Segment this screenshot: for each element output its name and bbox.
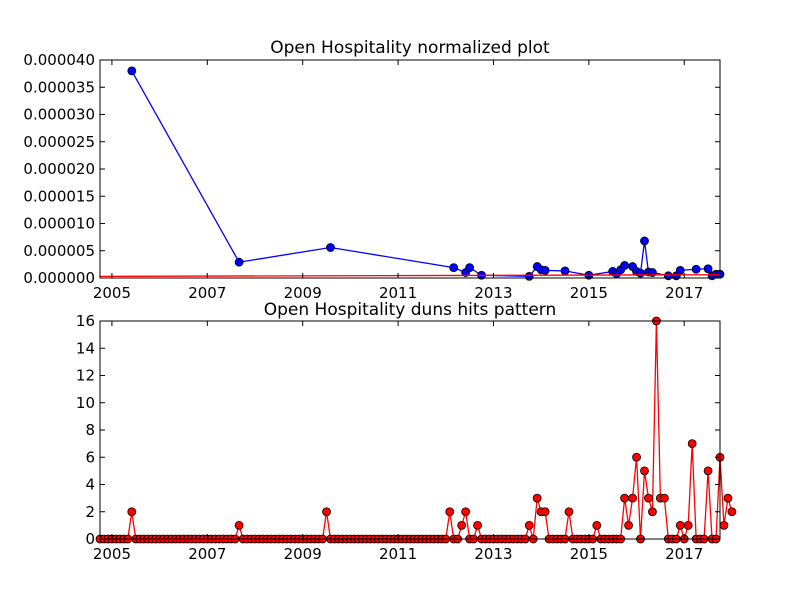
y-tick-label: 4 [85, 476, 95, 494]
x-tick-label: 2013 [474, 545, 512, 563]
data-point [675, 520, 685, 530]
y-tick-label: 0 [85, 530, 95, 548]
y-tick-label: 6 [85, 448, 95, 466]
y-tick-label: 16 [76, 312, 95, 330]
data-point [636, 268, 645, 278]
y-tick-label: 0.000000 [23, 269, 95, 287]
series-line [99, 274, 721, 278]
x-tick-label: 2011 [379, 284, 417, 302]
data-point [723, 493, 733, 503]
series-line [100, 320, 733, 542]
x-tick-label: 2015 [570, 545, 608, 563]
data-point [465, 263, 475, 273]
y-tick-label: 0.000025 [23, 133, 95, 151]
data-point [322, 507, 331, 517]
y-tick-label: 0.000030 [23, 106, 95, 124]
data-point [687, 439, 697, 449]
y-tick-label: 0.000035 [23, 78, 95, 96]
y-tick-label: 2 [85, 503, 95, 521]
chart-title: Open Hospitality normalized plot [270, 38, 550, 58]
y-tick-label: 8 [85, 421, 95, 439]
data-point [461, 507, 471, 517]
y-tick-label: 0.000040 [23, 51, 95, 69]
data-point [703, 264, 713, 274]
data-point [560, 266, 570, 276]
y-tick-label: 10 [76, 394, 95, 412]
data-point [564, 507, 574, 517]
data-point [127, 66, 137, 76]
data-point [727, 507, 737, 517]
normalized-plot: Open Hospitality normalized plot 2005 200… [23, 38, 725, 302]
data-point [524, 520, 534, 530]
data-point [532, 493, 542, 503]
data-point [592, 520, 602, 530]
y-tick-label: 0.000005 [23, 242, 95, 260]
data-point [659, 493, 669, 503]
x-tick-label: 2009 [284, 545, 322, 563]
y-tick-label: 0.000020 [23, 160, 95, 178]
data-point [234, 520, 244, 530]
x-tick-label: 2009 [284, 284, 322, 302]
x-tick-label: 2005 [93, 545, 131, 563]
data-point [644, 493, 653, 503]
y-tick-label: 0.000010 [23, 215, 95, 233]
data-point [620, 493, 630, 503]
data-point [648, 507, 657, 517]
y-tick-label: 0.000015 [23, 187, 95, 205]
data-point [640, 236, 649, 246]
plot-frame [99, 59, 721, 279]
data-point [127, 507, 137, 517]
x-tick-label: 2015 [570, 284, 608, 302]
data-point [675, 265, 685, 275]
plot-frame [99, 320, 721, 540]
y-tick-label: 12 [76, 367, 95, 385]
plot-area: 2005 2007 2009 2011 2013 2015 2017 0 2 4 6 8 10 12 14 1… [76, 312, 737, 563]
data-point [663, 271, 673, 281]
x-tick-label: 2007 [188, 545, 226, 563]
data-point [683, 520, 693, 530]
chart-title: Open Hospitality duns hits pattern [264, 300, 557, 320]
data-point [640, 466, 649, 476]
data-point [719, 520, 729, 530]
x-tick-label: 2011 [379, 545, 417, 563]
data-point [703, 466, 713, 476]
x-tick-label: 2017 [665, 284, 703, 302]
x-tick-label: 2007 [188, 284, 226, 302]
data-point [473, 520, 482, 530]
data-point [457, 520, 467, 530]
data-point [449, 263, 459, 273]
data-point [620, 261, 630, 270]
data-point [540, 507, 550, 517]
data-point [234, 257, 244, 267]
x-tick-label: 2005 [93, 284, 131, 302]
data-point [540, 265, 550, 275]
duns-hits-plot: Open Hospitality duns hits pattern 2005 2… [76, 300, 737, 563]
data-point [624, 520, 633, 530]
data-point [628, 493, 637, 503]
plot-area: 2005 2007 2009 2011 2013 2015 2017 0.000000 0.00… [23, 51, 725, 302]
x-tick-label: 2017 [665, 545, 703, 563]
data-point [691, 264, 701, 274]
data-point [524, 271, 534, 281]
data-point [445, 507, 455, 517]
x-tick-label: 2013 [474, 284, 512, 302]
data-point [632, 452, 641, 462]
series-line [131, 70, 720, 278]
y-tick-label: 14 [76, 339, 95, 357]
data-point [326, 243, 335, 252]
